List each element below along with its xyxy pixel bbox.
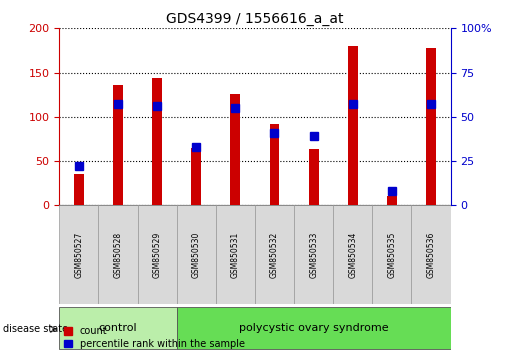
Text: control: control [99,323,137,333]
FancyBboxPatch shape [177,307,451,349]
FancyBboxPatch shape [216,205,255,304]
Bar [348,46,357,205]
Text: GSM850531: GSM850531 [231,232,240,278]
FancyBboxPatch shape [372,205,411,304]
Bar [308,149,318,205]
Text: disease state: disease state [3,324,67,334]
FancyBboxPatch shape [98,205,138,304]
Legend: count, percentile rank within the sample: count, percentile rank within the sample [64,326,245,349]
FancyBboxPatch shape [59,307,177,349]
Text: GSM850532: GSM850532 [270,232,279,278]
FancyBboxPatch shape [294,205,333,304]
Bar [387,196,397,205]
Text: GSM850529: GSM850529 [152,232,162,278]
FancyBboxPatch shape [255,205,294,304]
Bar [152,78,162,205]
FancyBboxPatch shape [177,205,216,304]
Text: GSM850527: GSM850527 [74,232,83,278]
Bar [113,85,123,205]
FancyBboxPatch shape [411,205,451,304]
Bar [230,94,240,205]
Text: GSM850528: GSM850528 [113,232,123,278]
Bar [74,175,83,205]
FancyBboxPatch shape [59,205,98,304]
Text: GSM850533: GSM850533 [309,232,318,278]
Bar [426,48,436,205]
Text: GSM850536: GSM850536 [426,232,436,278]
Title: GDS4399 / 1556616_a_at: GDS4399 / 1556616_a_at [166,12,344,26]
FancyBboxPatch shape [333,205,372,304]
Text: GSM850530: GSM850530 [192,232,201,278]
Text: GSM850535: GSM850535 [387,232,397,278]
FancyBboxPatch shape [138,205,177,304]
Text: GSM850534: GSM850534 [348,232,357,278]
Bar [191,148,201,205]
Text: polycystic ovary syndrome: polycystic ovary syndrome [239,323,388,333]
Bar [269,124,279,205]
